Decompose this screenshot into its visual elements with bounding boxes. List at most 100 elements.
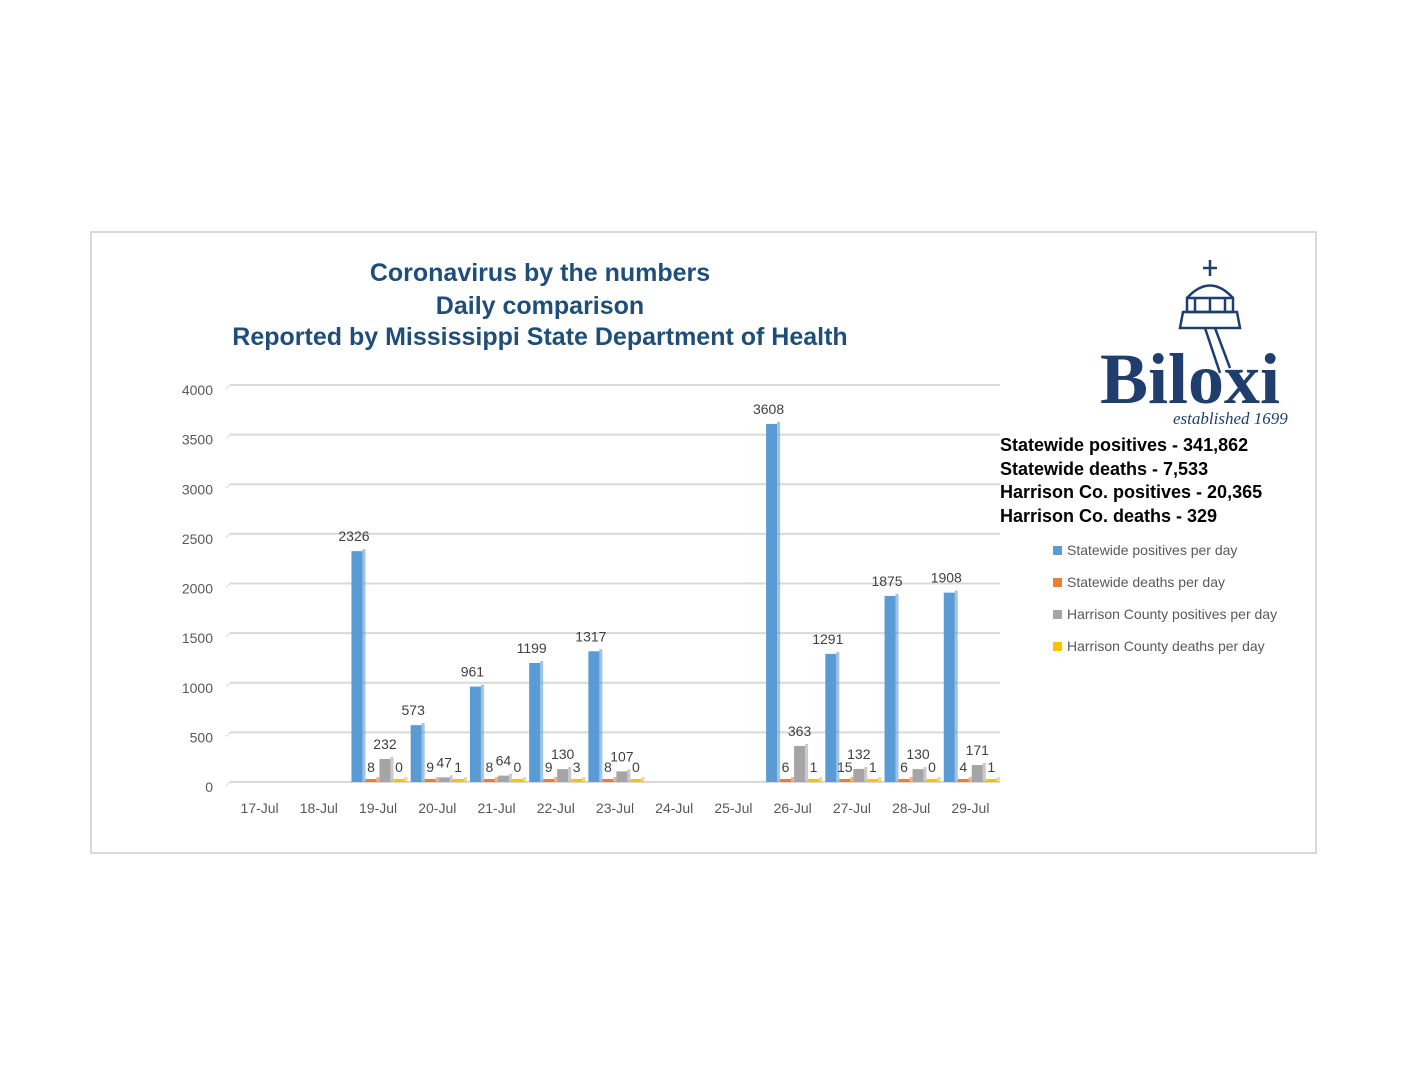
chart-legend: Statewide positives per day Statewide dea… xyxy=(1053,542,1277,670)
gridline-tick xyxy=(225,384,231,390)
bar-0 xyxy=(943,592,955,782)
bar-side-0 xyxy=(954,590,958,782)
bar-0 xyxy=(825,653,837,782)
x-tick-label: 18-Jul xyxy=(300,800,338,816)
bar-2 xyxy=(557,769,569,782)
chart-title-line1: Coronavirus by the numbers xyxy=(369,259,711,287)
y-tick-label: 3000 xyxy=(182,481,213,497)
bar-1 xyxy=(780,779,792,782)
data-label: 130 xyxy=(906,746,930,762)
data-label: 1199 xyxy=(517,640,547,656)
bar-side-2 xyxy=(864,766,868,782)
stat-harrison-deaths: Harrison Co. deaths - 329 xyxy=(1000,505,1218,526)
data-label: 1 xyxy=(987,759,995,775)
bar-side-1 xyxy=(909,777,913,782)
data-label: 0 xyxy=(395,759,403,775)
bar-side-0 xyxy=(895,593,899,782)
legend-swatch xyxy=(1053,578,1062,587)
bar-2 xyxy=(616,771,628,782)
gridline-tick xyxy=(225,781,231,787)
bar-side-1 xyxy=(494,777,498,782)
chart-title-line2: Daily comparison xyxy=(435,292,645,320)
data-label: 47 xyxy=(436,754,452,770)
bar-0 xyxy=(766,423,778,782)
bar-side-3 xyxy=(463,777,467,782)
x-tick-label: 24-Jul xyxy=(655,800,693,816)
legend-item: Harrison County deaths per day xyxy=(1053,638,1277,670)
data-label: 8 xyxy=(367,759,375,775)
legend-item: Statewide deaths per day xyxy=(1053,574,1277,606)
data-label: 1 xyxy=(810,759,818,775)
y-tick-label: 1500 xyxy=(182,630,213,646)
y-tick-label: 3500 xyxy=(182,432,213,448)
stat-statewide-positives: Statewide positives - 341,862 xyxy=(1000,435,1249,455)
data-label: 64 xyxy=(496,753,512,769)
data-label: 3 xyxy=(573,759,581,775)
bar-1 xyxy=(365,779,377,782)
y-tick-label: 0 xyxy=(205,779,213,795)
bar-side-1 xyxy=(554,777,558,782)
bar-0 xyxy=(469,686,481,782)
bar-side-2 xyxy=(390,756,394,782)
x-tick-label: 28-Jul xyxy=(892,800,930,816)
bar-1 xyxy=(839,779,851,782)
logo-tagline: established 1699 xyxy=(1173,409,1288,428)
bar-1 xyxy=(898,779,910,782)
gridline-tick xyxy=(225,682,231,688)
x-tick-label: 26-Jul xyxy=(774,800,812,816)
bar-side-2 xyxy=(449,775,453,782)
bar-side-3 xyxy=(878,777,882,782)
bar-2 xyxy=(853,768,865,782)
bar-side-0 xyxy=(777,421,781,782)
gridline-tick xyxy=(225,533,231,539)
bar-0 xyxy=(529,662,541,782)
bar-side-1 xyxy=(376,777,380,782)
legend-item: Statewide positives per day xyxy=(1053,542,1277,574)
chart-title-line3: Reported by Mississippi State Department… xyxy=(232,323,848,351)
bar-side-1 xyxy=(850,777,854,782)
bar-3 xyxy=(808,779,820,782)
bar-2 xyxy=(971,765,983,782)
data-label: 232 xyxy=(373,736,397,752)
y-tick-label: 500 xyxy=(190,729,214,745)
bar-1 xyxy=(483,779,495,782)
bar-side-3 xyxy=(641,777,645,782)
x-tick-label: 27-Jul xyxy=(833,800,871,816)
bar-side-3 xyxy=(996,777,1000,782)
bar-2 xyxy=(379,758,391,782)
bar-side-2 xyxy=(508,773,512,782)
legend-swatch xyxy=(1053,642,1062,651)
data-label: 0 xyxy=(928,759,936,775)
gridline-tick xyxy=(225,583,231,588)
data-label: 130 xyxy=(551,746,575,762)
x-tick-label: 25-Jul xyxy=(714,800,752,816)
legend-label: Harrison County deaths per day xyxy=(1067,638,1265,654)
y-tick-label: 2500 xyxy=(182,531,213,547)
bar-side-0 xyxy=(599,649,603,782)
data-label: 1908 xyxy=(931,570,962,586)
bar-side-3 xyxy=(582,777,586,782)
y-tick-label: 4000 xyxy=(182,382,213,398)
data-label: 132 xyxy=(847,746,871,762)
data-label: 9 xyxy=(545,759,553,775)
biloxi-logo: Biloxi established 1699 xyxy=(1095,258,1305,433)
data-label: 15 xyxy=(837,759,853,775)
data-label: 961 xyxy=(461,664,485,680)
data-label: 9 xyxy=(426,759,434,775)
bar-side-3 xyxy=(522,777,526,782)
data-label: 3608 xyxy=(753,401,784,417)
data-label: 1 xyxy=(869,759,877,775)
bar-side-0 xyxy=(836,651,840,782)
legend-label: Harrison County positives per day xyxy=(1067,606,1278,622)
gridline-tick xyxy=(225,434,231,439)
bar-1 xyxy=(424,779,436,782)
stat-harrison-positives: Harrison Co. positives - 20,365 xyxy=(1000,482,1263,502)
bar-side-0 xyxy=(540,660,544,782)
bar-2 xyxy=(497,775,509,782)
bar-side-0 xyxy=(421,723,425,782)
data-label: 1 xyxy=(454,759,462,775)
data-label: 573 xyxy=(402,702,426,718)
stat-statewide-deaths: Statewide deaths - 7,533 xyxy=(1000,458,1209,479)
bar-side-2 xyxy=(805,743,809,782)
bar-3 xyxy=(511,779,523,782)
